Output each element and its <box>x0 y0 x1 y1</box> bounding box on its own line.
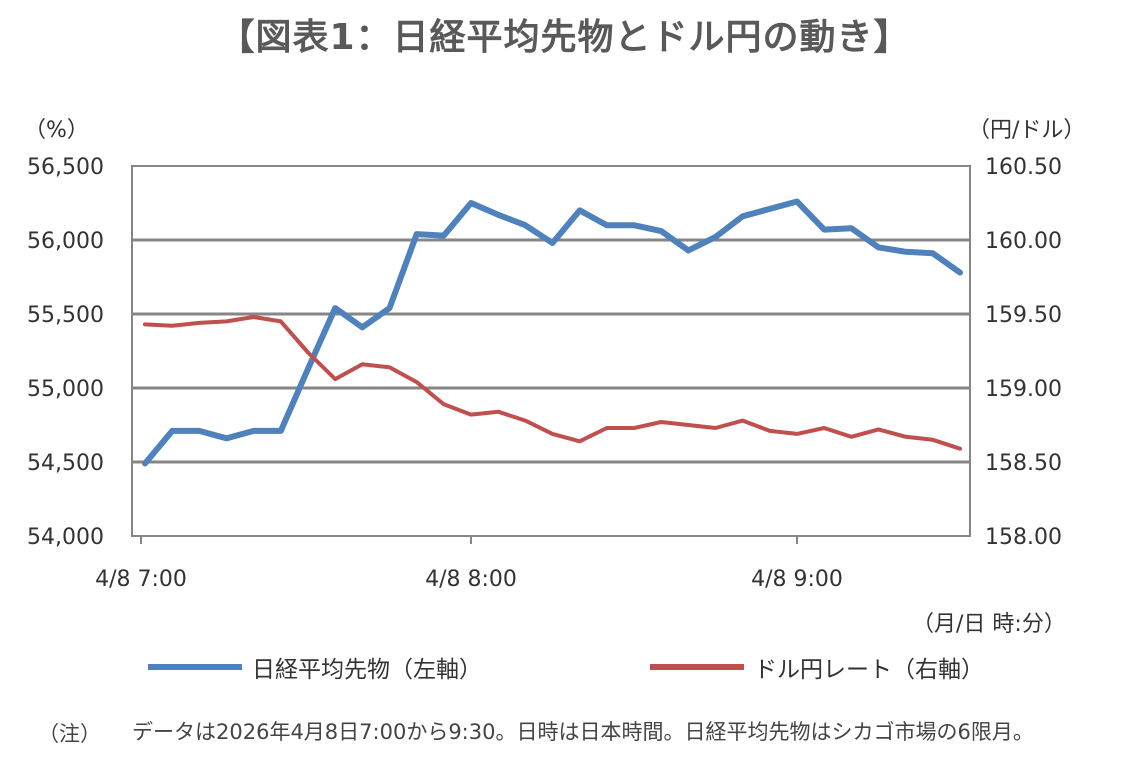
left-axis-tick-label: 56,000 <box>27 229 104 254</box>
x-axis-tick-label: 4/8 9:00 <box>751 567 843 592</box>
legend-item-usdjpy: ドル円レート（右軸） <box>650 650 984 684</box>
right-axis-tick-label: 158.50 <box>985 451 1062 476</box>
legend-swatch-usdjpy <box>650 664 744 670</box>
left-axis-tick-label: 55,500 <box>27 303 104 328</box>
usdjpy-line <box>143 315 962 451</box>
x-axis-unit: （月/日 時:分） <box>912 612 1066 637</box>
legend-swatch-nikkei <box>148 664 242 670</box>
x-axis-tick-label: 4/8 7:00 <box>95 567 187 592</box>
nikkei-futures-line <box>142 198 963 467</box>
left-axis-unit: （%） <box>24 118 89 143</box>
right-axis-tick-label: 159.00 <box>985 377 1062 402</box>
legend-label-nikkei: 日経平均先物（左軸） <box>252 657 482 683</box>
note-text: データは2026年4月8日7:00から9:30。日時は日本時間。日経平均先物はシ… <box>132 720 1034 744</box>
right-axis-tick-label: 160.00 <box>985 229 1062 254</box>
left-axis-tick-label: 55,000 <box>27 377 104 402</box>
x-axis-tick-label: 4/8 8:00 <box>425 567 517 592</box>
chart-title: 【図表1：日経平均先物とドル円の動き】 <box>218 17 911 58</box>
right-axis-tick-label: 160.50 <box>985 155 1062 180</box>
right-axis-tick-label: 159.50 <box>985 303 1062 328</box>
left-axis-tick-label: 54,000 <box>27 525 104 550</box>
note-label: （注） <box>38 722 101 746</box>
legend-label-usdjpy: ドル円レート（右軸） <box>754 657 984 683</box>
left-axis-tick-label: 54,500 <box>27 451 104 476</box>
right-axis-unit: （円/ドル） <box>968 118 1086 143</box>
left-axis-tick-label: 56,500 <box>27 155 104 180</box>
right-axis-tick-label: 158.00 <box>985 525 1062 550</box>
plot-area-border <box>131 165 971 537</box>
legend-item-nikkei: 日経平均先物（左軸） <box>148 650 482 684</box>
